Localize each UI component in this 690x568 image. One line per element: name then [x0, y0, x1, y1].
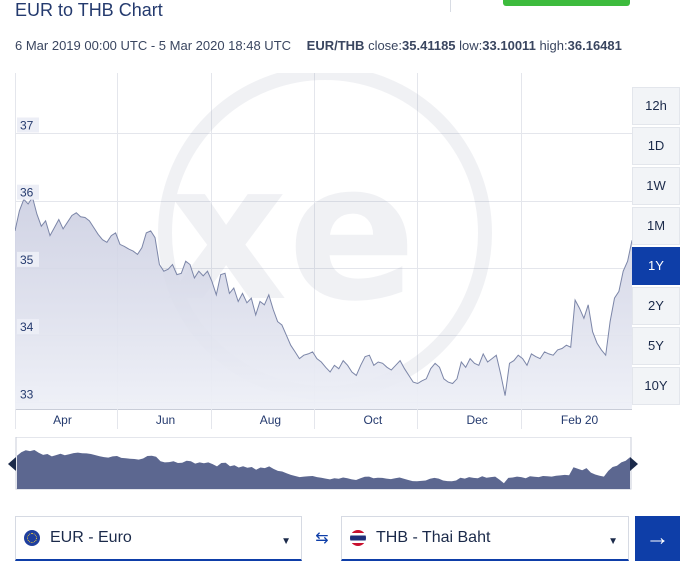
x-tick-label: Jun [156, 413, 175, 427]
low-label: low: [459, 38, 483, 53]
thailand-flag-icon [350, 530, 366, 546]
rate-line [15, 196, 632, 396]
navigator-area [17, 450, 630, 489]
range-button-1d[interactable]: 1D [632, 127, 680, 165]
chevron-down-icon: ▼ [281, 536, 291, 547]
x-tick-label: Aug [260, 413, 281, 427]
x-tick-label: Dec [466, 413, 487, 427]
x-tick-label: Feb 20 [561, 413, 599, 427]
navigator-right-handle[interactable] [630, 457, 638, 471]
low-value: 33.10011 [482, 38, 536, 53]
y-tick-label: 36 [20, 186, 34, 200]
y-tick-label: 37 [20, 118, 34, 132]
x-tick-label: Oct [364, 413, 383, 427]
y-tick-label-background [17, 117, 39, 133]
y-tick-label: 35 [20, 253, 34, 267]
header-divider [450, 0, 451, 12]
range-button-1m[interactable]: 1M [632, 207, 680, 245]
range-button-1w[interactable]: 1W [632, 167, 680, 205]
high-value: 36.16481 [567, 38, 622, 53]
to-currency-select[interactable]: THB - Thai Baht ▼ [341, 516, 629, 561]
y-tick-label-background [17, 386, 39, 402]
to-currency-label: THB - Thai Baht [376, 529, 491, 546]
high-label: high: [539, 38, 568, 53]
navigator-left-handle[interactable] [8, 457, 16, 471]
x-tick-label: Apr [53, 413, 72, 427]
currency-pair: EUR/THB [306, 38, 365, 53]
from-currency-label: EUR - Euro [50, 529, 132, 546]
y-axis: 37 36 35 34 33 [17, 117, 39, 402]
from-currency-select[interactable]: EUR - Euro ▼ [15, 516, 302, 561]
range-navigator[interactable] [8, 437, 638, 492]
y-tick-label-background [17, 251, 39, 267]
close-label: close: [368, 38, 403, 53]
rate-area [15, 197, 632, 409]
range-button-5y[interactable]: 5Y [632, 327, 680, 365]
chevron-down-icon: ▼ [608, 536, 618, 547]
range-button-1y[interactable]: 1Y [632, 247, 680, 285]
x-axis: Apr Jun Aug Oct Dec Feb 20 [15, 409, 599, 429]
close-value: 35.41185 [402, 38, 456, 53]
swap-currencies-icon[interactable]: ⇆ [315, 530, 329, 547]
y-tick-label: 34 [20, 320, 34, 334]
date-range: 6 Mar 2019 00:00 UTC - 5 Mar 2020 18:48 … [15, 38, 292, 53]
range-button-10y[interactable]: 10Y [632, 367, 680, 405]
y-tick-label-background [17, 184, 39, 200]
range-button-12h[interactable]: 12h [632, 87, 680, 125]
sign-up-button[interactable] [503, 0, 630, 6]
chart-info-line: 6 Mar 2019 00:00 UTC - 5 Mar 2020 18:48 … [15, 38, 622, 53]
y-tick-label: 33 [20, 387, 34, 401]
convert-arrow-button[interactable]: → [635, 516, 680, 561]
eu-flag-icon [24, 530, 40, 546]
range-button-2y[interactable]: 2Y [632, 287, 680, 325]
range-selector: 12h 1D 1W 1M 1Y 2Y 5Y 10Y [632, 87, 680, 407]
page-title: EUR to THB Chart [15, 0, 163, 20]
y-tick-label-background [17, 319, 39, 335]
